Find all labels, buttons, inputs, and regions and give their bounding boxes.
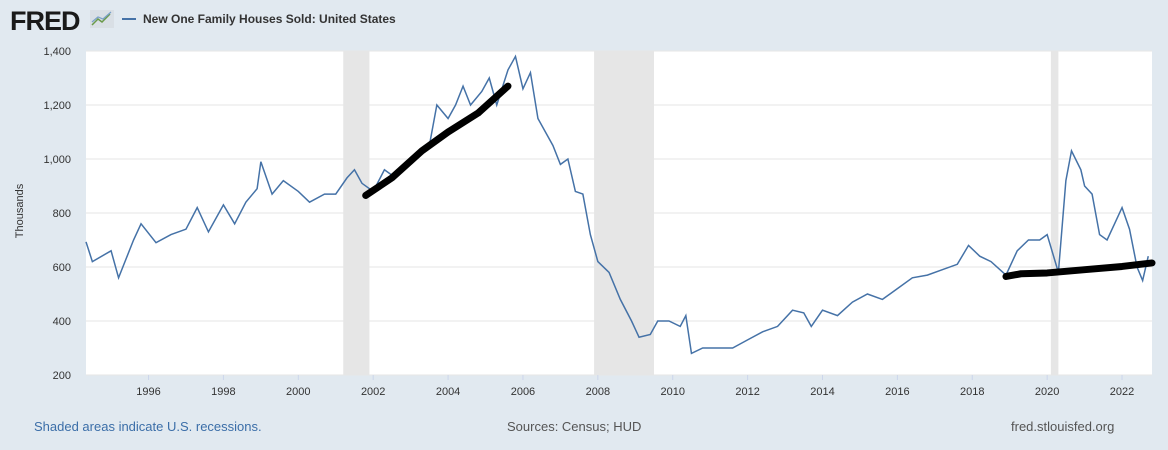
x-tick-label: 2010 [660, 386, 684, 398]
x-tick-label: 2020 [1035, 386, 1059, 398]
legend-label: New One Family Houses Sold: United State… [143, 12, 396, 26]
x-tick-label: 1998 [211, 386, 235, 398]
series-line [85, 54, 1149, 355]
x-tick-label: 2018 [960, 386, 984, 398]
recession-note: Shaded areas indicate U.S. recessions. [34, 419, 262, 434]
y-axis-label: Thousands [14, 183, 26, 239]
site-link[interactable]: fred.stlouisfed.org [1011, 419, 1115, 434]
logo-graph-icon [90, 10, 114, 28]
y-tick-label: 200 [53, 370, 71, 382]
x-tick-label: 2016 [885, 386, 909, 398]
trend-annotation-line [362, 82, 512, 199]
x-tick-label: 1996 [136, 386, 160, 398]
y-tick-label: 1,000 [43, 154, 71, 166]
y-tick-label: 400 [53, 316, 71, 328]
legend-swatch [122, 18, 136, 20]
x-tick-label: 2006 [511, 386, 535, 398]
legend: New One Family Houses Sold: United State… [122, 12, 396, 26]
sources: Sources: Census; HUD [507, 419, 642, 434]
trend-annotation-line [1002, 259, 1156, 280]
y-tick-label: 800 [53, 208, 71, 220]
y-tick-label: 1,200 [43, 100, 71, 112]
x-tick-label: 2004 [436, 386, 460, 398]
x-tick-label: 2002 [361, 386, 385, 398]
y-tick-label: 1,400 [43, 46, 71, 58]
y-tick-label: 600 [53, 262, 71, 274]
x-tick-label: 2014 [810, 386, 834, 398]
x-tick-label: 2022 [1110, 386, 1134, 398]
fred-logo[interactable]: FRED [10, 6, 80, 36]
x-tick-label: 2000 [286, 386, 310, 398]
x-tick-label: 2012 [735, 386, 759, 398]
x-tick-label: 2008 [586, 386, 610, 398]
